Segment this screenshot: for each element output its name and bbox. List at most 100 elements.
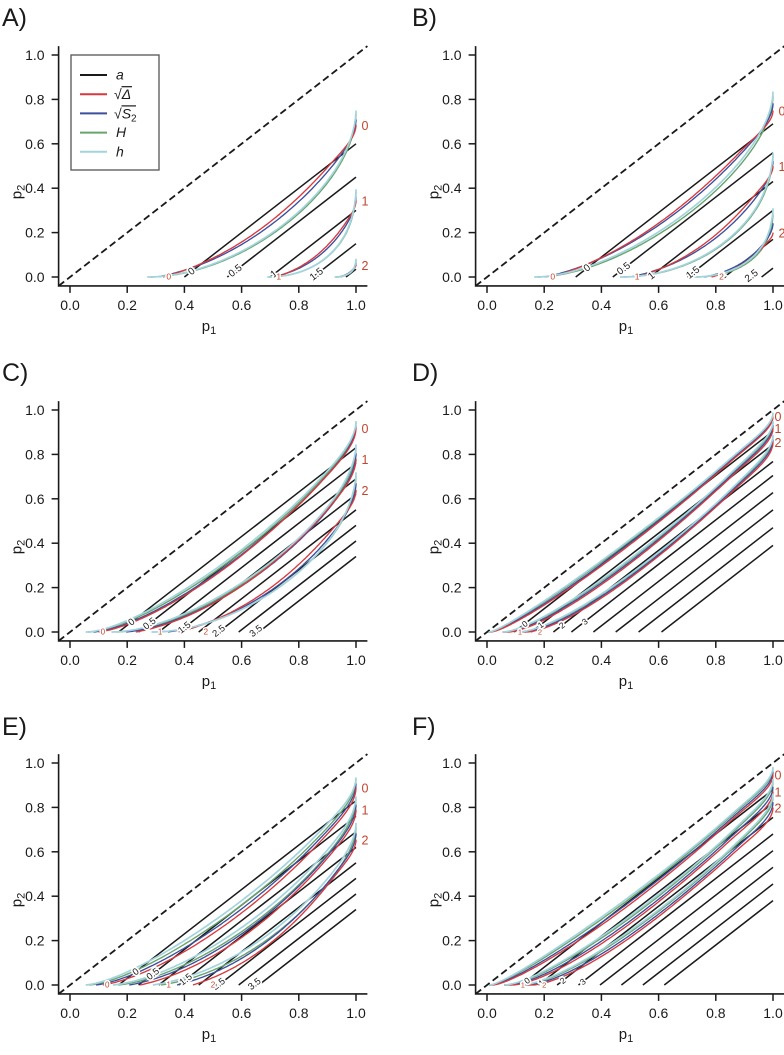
svg-text:0: 0 (105, 981, 110, 990)
svg-text:2: 2 (362, 834, 369, 848)
svg-text:0.6: 0.6 (232, 1005, 252, 1021)
svg-text:2: 2 (719, 272, 724, 282)
svg-text:F): F) (412, 713, 436, 741)
svg-text:0.8: 0.8 (289, 652, 309, 668)
svg-text:0.0: 0.0 (442, 269, 462, 285)
svg-text:0: 0 (101, 628, 106, 637)
svg-text:0.4: 0.4 (25, 535, 45, 551)
svg-text:0.0: 0.0 (25, 269, 45, 285)
svg-text:1.0: 1.0 (346, 652, 366, 668)
svg-text:0.0: 0.0 (60, 1005, 80, 1021)
svg-text:0.0: 0.0 (442, 624, 462, 640)
svg-text:0.0: 0.0 (477, 1005, 497, 1021)
svg-text:1.0: 1.0 (442, 47, 462, 63)
svg-text:0: 0 (166, 272, 171, 282)
svg-text:1: 1 (362, 194, 369, 208)
svg-text:0.6: 0.6 (232, 652, 252, 668)
svg-text:1: 1 (276, 272, 281, 282)
svg-text:0.0: 0.0 (25, 977, 45, 993)
svg-text:0.4: 0.4 (592, 297, 612, 313)
svg-text:1.0: 1.0 (346, 297, 366, 313)
svg-text:1.0: 1.0 (442, 402, 462, 418)
svg-text:0: 0 (779, 105, 784, 119)
svg-text:0.2: 0.2 (117, 1005, 137, 1021)
svg-text:2: 2 (362, 259, 369, 273)
svg-text:1.0: 1.0 (25, 402, 45, 418)
svg-text:1: 1 (518, 628, 522, 637)
svg-text:0.2: 0.2 (442, 933, 462, 949)
svg-text:1: 1 (362, 453, 369, 467)
svg-text:A): A) (2, 4, 27, 32)
svg-text:0.6: 0.6 (232, 297, 252, 313)
svg-text:0.6: 0.6 (25, 844, 45, 860)
svg-text:1.0: 1.0 (25, 755, 45, 771)
svg-text:0.2: 0.2 (442, 580, 462, 596)
svg-text:C): C) (2, 359, 28, 387)
svg-text:0.4: 0.4 (592, 652, 612, 668)
svg-text:0.0: 0.0 (477, 652, 497, 668)
svg-text:1: 1 (775, 785, 782, 799)
svg-text:0: 0 (550, 272, 555, 282)
svg-text:0.0: 0.0 (60, 297, 80, 313)
svg-text:0.8: 0.8 (442, 91, 462, 107)
svg-text:0.2: 0.2 (25, 933, 45, 949)
svg-text:1: 1 (362, 804, 369, 818)
svg-text:2: 2 (775, 436, 782, 450)
svg-text:2: 2 (211, 981, 216, 990)
svg-text:2: 2 (779, 227, 784, 241)
svg-text:0.8: 0.8 (706, 297, 726, 313)
svg-text:0.8: 0.8 (442, 446, 462, 462)
svg-text:0.4: 0.4 (175, 652, 195, 668)
svg-text:1.0: 1.0 (763, 652, 783, 668)
svg-text:D): D) (412, 359, 438, 387)
svg-text:2: 2 (775, 801, 782, 815)
svg-text:0.6: 0.6 (25, 136, 45, 152)
svg-text:h: h (116, 143, 124, 159)
svg-text:1: 1 (166, 981, 171, 990)
svg-text:0.4: 0.4 (442, 888, 462, 904)
svg-text:H: H (116, 124, 127, 140)
svg-text:0.4: 0.4 (25, 888, 45, 904)
svg-text:2: 2 (538, 628, 542, 637)
svg-text:0.8: 0.8 (25, 91, 45, 107)
svg-text:0.6: 0.6 (649, 297, 669, 313)
svg-text:0.6: 0.6 (442, 491, 462, 507)
svg-text:0.8: 0.8 (289, 1005, 309, 1021)
svg-text:0.2: 0.2 (534, 1005, 554, 1021)
svg-text:1: 1 (635, 272, 640, 282)
svg-text:√Δ: √Δ (114, 86, 131, 102)
svg-text:0.2: 0.2 (25, 580, 45, 596)
svg-text:0: 0 (362, 422, 369, 436)
svg-text:0: 0 (362, 781, 369, 795)
svg-text:1: 1 (779, 160, 784, 174)
svg-text:0.0: 0.0 (25, 624, 45, 640)
svg-text:0.8: 0.8 (442, 799, 462, 815)
svg-text:1: 1 (775, 422, 782, 436)
svg-text:0.6: 0.6 (649, 1005, 669, 1021)
svg-text:0.6: 0.6 (442, 844, 462, 860)
svg-text:0.2: 0.2 (442, 225, 462, 241)
svg-text:1.0: 1.0 (442, 755, 462, 771)
svg-text:2: 2 (204, 628, 209, 637)
svg-text:0.8: 0.8 (706, 652, 726, 668)
svg-text:1.0: 1.0 (763, 1005, 783, 1021)
svg-text:E): E) (2, 713, 27, 741)
svg-text:0.4: 0.4 (175, 1005, 195, 1021)
svg-text:0.8: 0.8 (25, 446, 45, 462)
svg-text:a: a (116, 67, 124, 83)
svg-text:0.6: 0.6 (442, 136, 462, 152)
svg-text:0.8: 0.8 (289, 297, 309, 313)
svg-text:0.2: 0.2 (117, 652, 137, 668)
svg-text:0.4: 0.4 (442, 180, 462, 196)
svg-text:0.6: 0.6 (649, 652, 669, 668)
svg-text:1.0: 1.0 (763, 297, 783, 313)
svg-text:0: 0 (775, 769, 782, 783)
svg-text:0.8: 0.8 (25, 799, 45, 815)
svg-text:0.2: 0.2 (25, 225, 45, 241)
svg-text:0.8: 0.8 (706, 1005, 726, 1021)
svg-text:2: 2 (542, 981, 546, 990)
svg-text:0.4: 0.4 (25, 180, 45, 196)
svg-text:0.0: 0.0 (60, 652, 80, 668)
svg-text:1.0: 1.0 (25, 47, 45, 63)
svg-text:0.2: 0.2 (534, 297, 554, 313)
